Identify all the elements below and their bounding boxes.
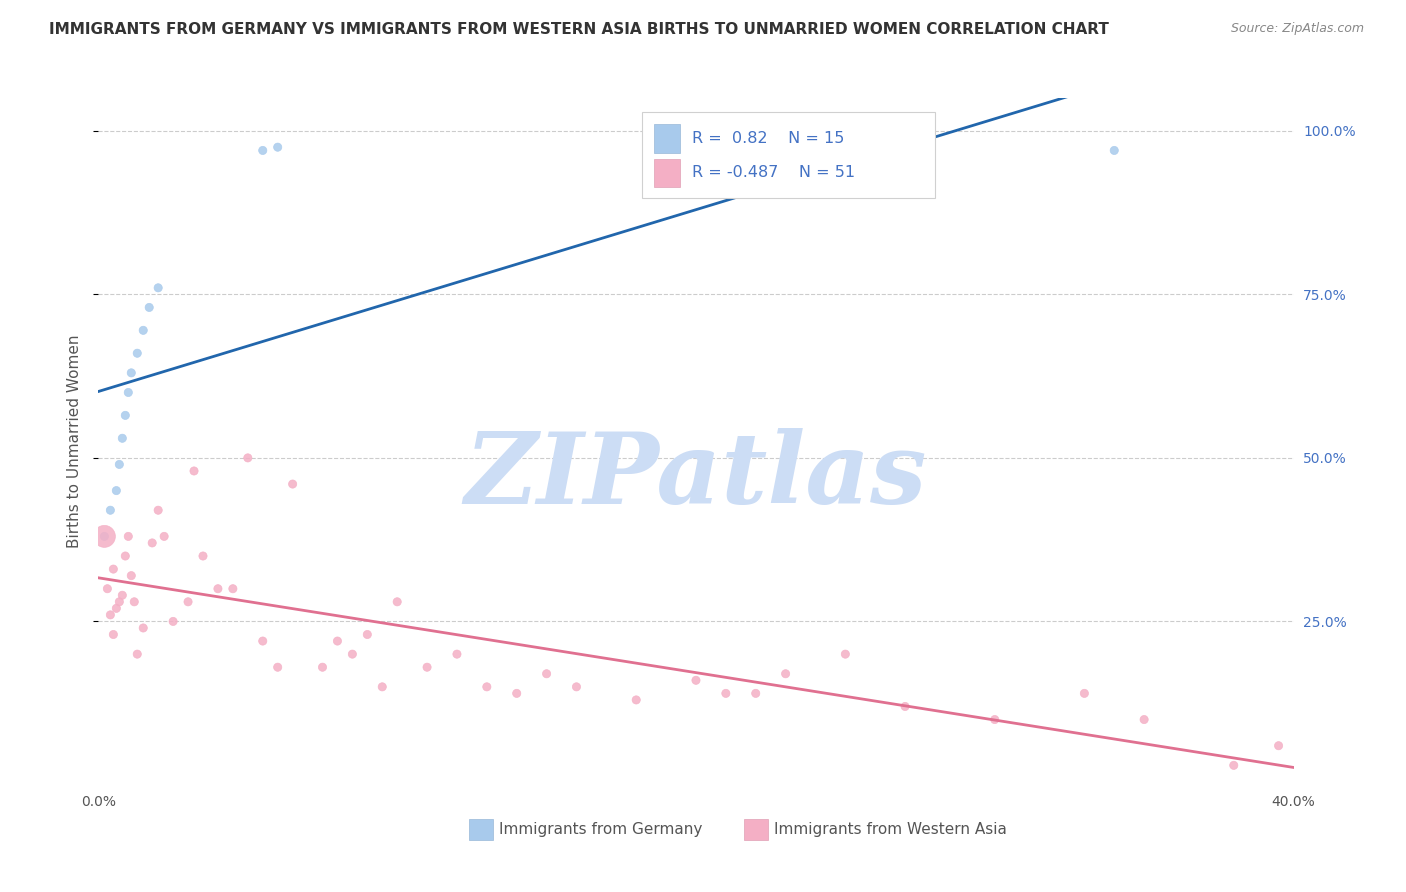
Point	[114, 549, 136, 563]
Point	[120, 366, 142, 380]
Point	[267, 140, 290, 154]
Point	[93, 529, 115, 543]
Point	[127, 346, 149, 360]
Point	[141, 536, 163, 550]
Point	[114, 409, 136, 423]
Point	[371, 680, 394, 694]
Point	[1267, 739, 1289, 753]
Point	[236, 450, 259, 465]
Point	[281, 477, 304, 491]
Point	[416, 660, 439, 674]
Point	[120, 568, 142, 582]
Y-axis label: Births to Unmarried Women: Births to Unmarried Women	[67, 334, 83, 549]
Point	[105, 483, 128, 498]
Point	[1104, 144, 1126, 158]
Text: Immigrants from Germany: Immigrants from Germany	[499, 822, 702, 837]
Point	[1223, 758, 1246, 772]
Point	[96, 582, 118, 596]
Text: Source: ZipAtlas.com: Source: ZipAtlas.com	[1230, 22, 1364, 36]
Point	[356, 627, 378, 641]
Point	[984, 713, 1007, 727]
Point	[475, 680, 498, 694]
Text: ZIPatlas: ZIPatlas	[465, 427, 927, 524]
Point	[103, 627, 125, 641]
Point	[153, 529, 176, 543]
Point	[252, 634, 274, 648]
Point	[1073, 686, 1095, 700]
Point	[132, 323, 155, 337]
Point	[93, 529, 115, 543]
Point	[98, 607, 122, 622]
FancyBboxPatch shape	[654, 124, 681, 153]
Point	[311, 660, 333, 674]
Point	[267, 660, 290, 674]
Point	[117, 529, 139, 543]
Text: R =  0.82    N = 15: R = 0.82 N = 15	[692, 131, 845, 146]
Point	[626, 693, 648, 707]
Point	[222, 582, 245, 596]
FancyBboxPatch shape	[470, 819, 494, 840]
Point	[326, 634, 349, 648]
Point	[506, 686, 529, 700]
Point	[385, 595, 409, 609]
Point	[177, 595, 200, 609]
Point	[536, 666, 558, 681]
FancyBboxPatch shape	[654, 159, 681, 187]
Point	[148, 281, 170, 295]
Point	[148, 503, 170, 517]
Point	[207, 582, 229, 596]
Point	[183, 464, 205, 478]
Point	[111, 431, 134, 445]
Point	[745, 686, 768, 700]
Point	[191, 549, 214, 563]
Text: Immigrants from Western Asia: Immigrants from Western Asia	[773, 822, 1007, 837]
Point	[124, 595, 146, 609]
Point	[252, 144, 274, 158]
Point	[117, 385, 139, 400]
Point	[98, 503, 122, 517]
Text: R = -0.487    N = 51: R = -0.487 N = 51	[692, 166, 855, 180]
Point	[105, 601, 128, 615]
Point	[138, 301, 160, 315]
Point	[111, 588, 134, 602]
Point	[775, 666, 797, 681]
Point	[127, 647, 149, 661]
Point	[108, 458, 131, 472]
Point	[103, 562, 125, 576]
Point	[342, 647, 364, 661]
Point	[446, 647, 468, 661]
Point	[834, 647, 856, 661]
FancyBboxPatch shape	[744, 819, 768, 840]
Text: IMMIGRANTS FROM GERMANY VS IMMIGRANTS FROM WESTERN ASIA BIRTHS TO UNMARRIED WOME: IMMIGRANTS FROM GERMANY VS IMMIGRANTS FR…	[49, 22, 1109, 37]
Point	[1133, 713, 1156, 727]
Point	[685, 673, 707, 688]
Point	[162, 615, 184, 629]
Point	[714, 686, 737, 700]
Point	[108, 595, 131, 609]
FancyBboxPatch shape	[643, 112, 935, 198]
Point	[894, 699, 917, 714]
Point	[132, 621, 155, 635]
Point	[565, 680, 588, 694]
